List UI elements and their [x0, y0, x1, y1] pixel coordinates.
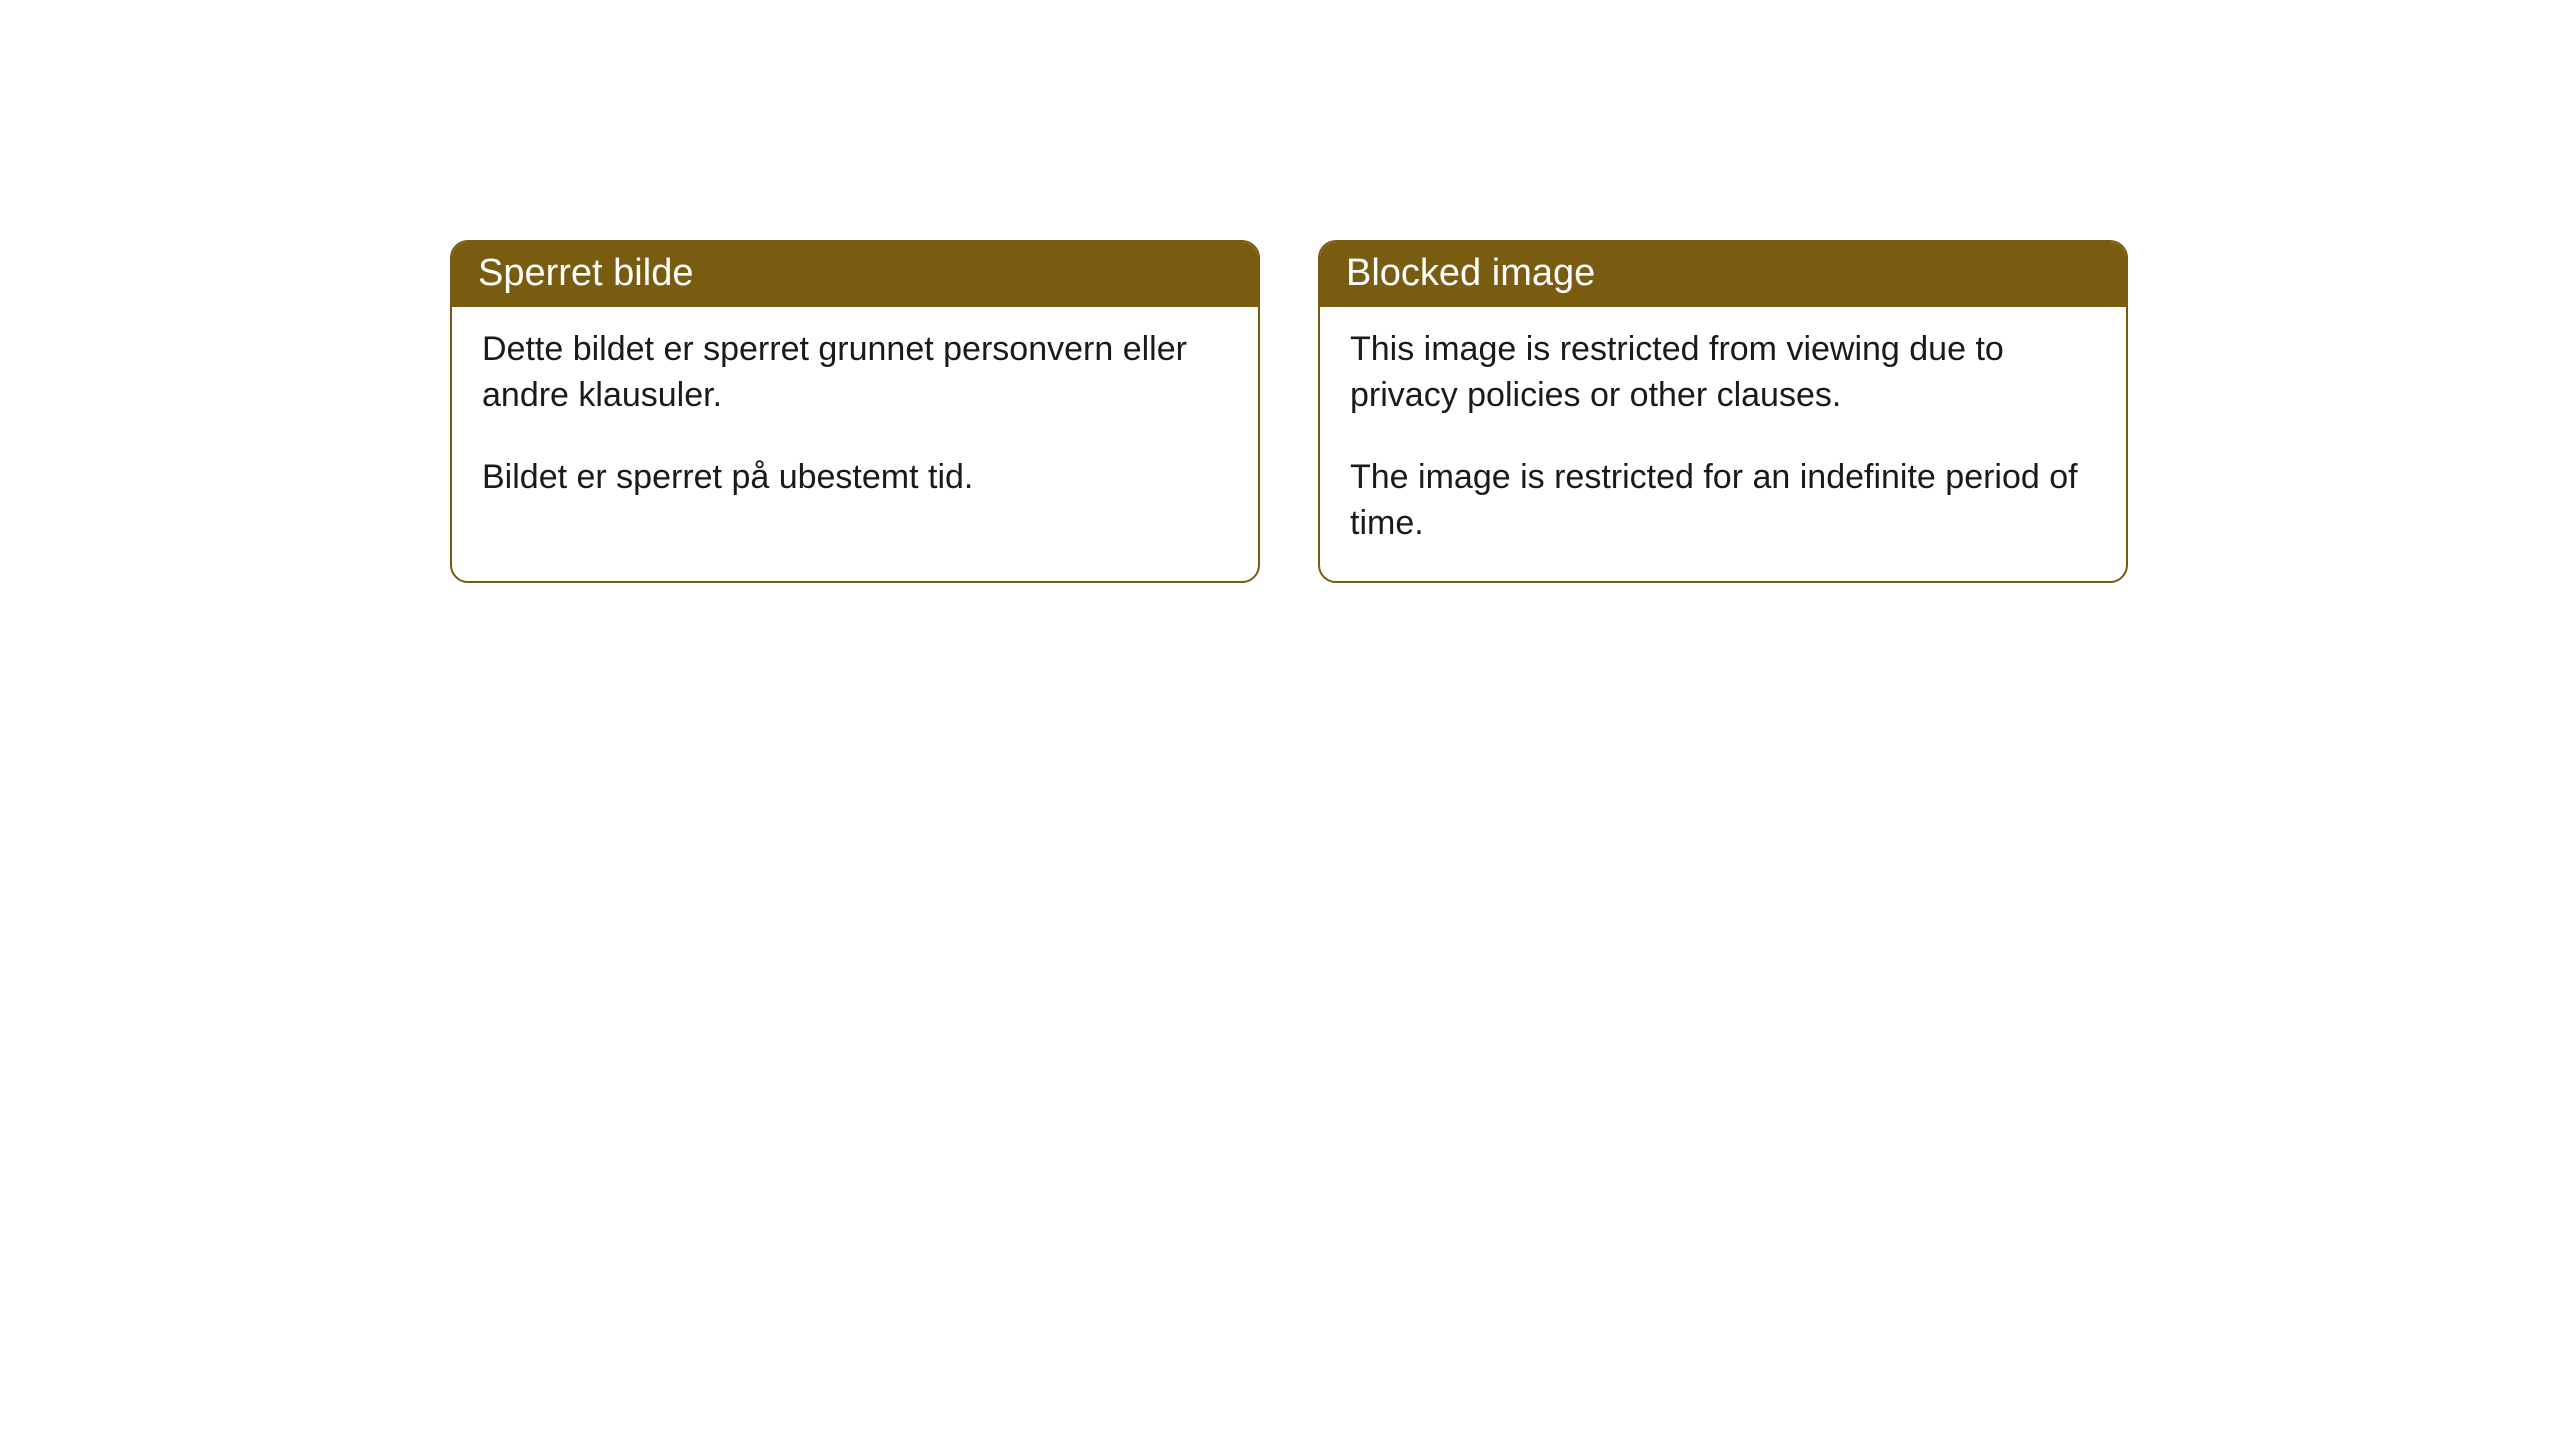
card-norwegian: Sperret bilde Dette bildet er sperret gr…	[450, 240, 1260, 583]
card-header-norwegian: Sperret bilde	[452, 242, 1258, 307]
card-paragraph-1: This image is restricted from viewing du…	[1350, 327, 2096, 419]
card-body-norwegian: Dette bildet er sperret grunnet personve…	[452, 307, 1258, 535]
card-header-english: Blocked image	[1320, 242, 2126, 307]
card-english: Blocked image This image is restricted f…	[1318, 240, 2128, 583]
card-paragraph-2: Bildet er sperret på ubestemt tid.	[482, 455, 1228, 501]
card-title: Blocked image	[1346, 252, 1595, 294]
cards-container: Sperret bilde Dette bildet er sperret gr…	[450, 240, 2128, 583]
card-title: Sperret bilde	[478, 252, 693, 294]
card-paragraph-2: The image is restricted for an indefinit…	[1350, 455, 2096, 547]
card-paragraph-1: Dette bildet er sperret grunnet personve…	[482, 327, 1228, 419]
card-body-english: This image is restricted from viewing du…	[1320, 307, 2126, 581]
